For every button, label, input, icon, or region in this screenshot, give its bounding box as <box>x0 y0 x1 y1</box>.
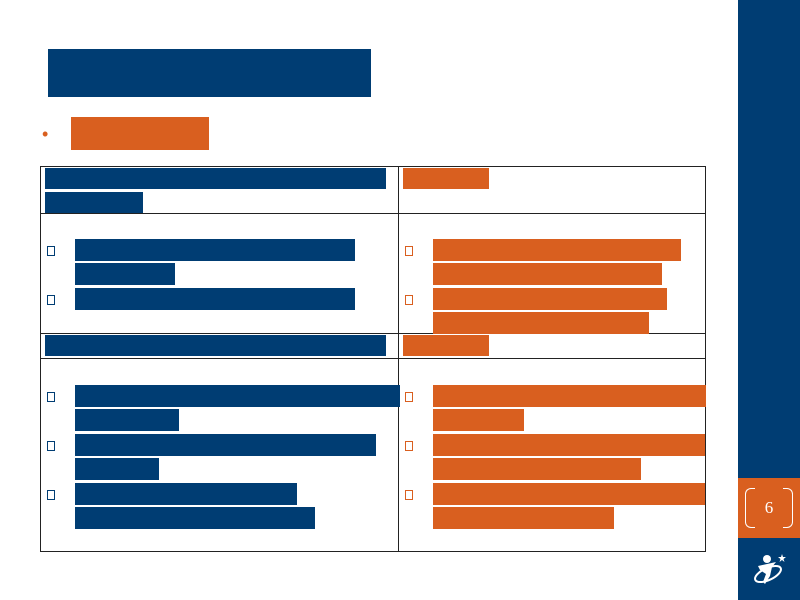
list-item-bar <box>433 507 614 529</box>
box-bullet-icon <box>404 489 413 500</box>
list-item-bar <box>75 507 315 529</box>
section-2-right-header <box>403 335 489 356</box>
list-item-bar <box>75 434 376 456</box>
list-item-bar <box>433 434 705 456</box>
list-item-bar <box>433 239 681 261</box>
box-bullet-icon <box>46 245 55 256</box>
box-bullet-icon <box>46 440 55 451</box>
list-item-bar <box>75 288 355 310</box>
list-item-bar <box>433 409 524 431</box>
box-bullet-icon <box>46 391 55 402</box>
list-item-bar <box>75 483 297 505</box>
figure-with-star-logo-icon <box>748 548 790 590</box>
table-border-right <box>705 166 706 552</box>
list-item-bar <box>433 483 705 505</box>
table-border-left <box>40 166 41 552</box>
list-item-bar <box>75 458 159 480</box>
table-border-bottom <box>40 551 706 552</box>
list-item-bar <box>75 409 179 431</box>
box-bullet-icon <box>404 294 413 305</box>
list-item-bar <box>433 458 641 480</box>
section-1-left-header <box>45 192 143 213</box>
list-item-bar <box>433 263 662 285</box>
box-bullet-icon <box>404 440 413 451</box>
table-column-divider <box>398 166 399 552</box>
box-bullet-icon <box>404 245 413 256</box>
box-bullet-icon <box>46 489 55 500</box>
list-item-bar <box>75 263 175 285</box>
table-divider <box>40 358 706 359</box>
page-number: 6 <box>764 498 774 517</box>
subheading-block <box>71 117 209 150</box>
table-divider <box>40 213 706 214</box>
list-item-bar <box>433 385 706 407</box>
slide-title-block <box>48 49 371 97</box>
box-bullet-icon <box>46 294 55 305</box>
list-item-bar <box>75 385 400 407</box>
bracket-right-icon <box>783 488 793 528</box>
list-item-bar <box>75 239 355 261</box>
disc-bullet-icon: • <box>42 124 49 144</box>
box-bullet-icon <box>404 391 413 402</box>
section-2-left-header <box>45 335 386 356</box>
table-border-top <box>40 166 706 167</box>
list-item-bar <box>433 312 649 334</box>
table-divider <box>40 333 706 334</box>
bracket-left-icon <box>745 488 755 528</box>
section-1-left-header <box>45 168 386 189</box>
section-1-right-header <box>403 168 489 189</box>
list-item-bar <box>433 288 667 310</box>
